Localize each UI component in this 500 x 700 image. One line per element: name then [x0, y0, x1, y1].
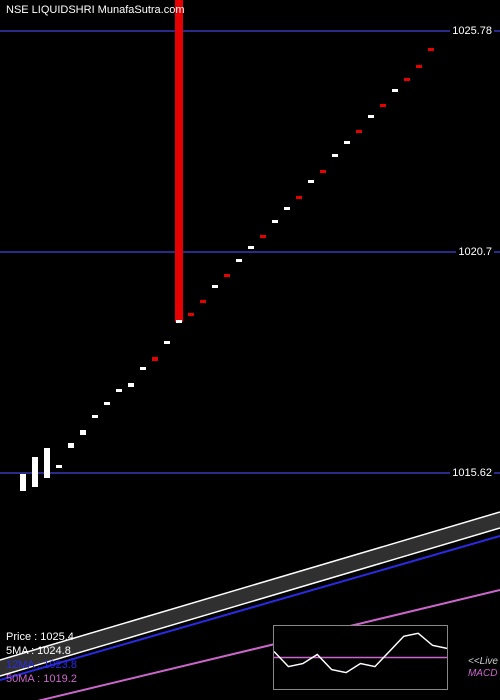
candle [284, 207, 290, 210]
candle [116, 389, 122, 392]
legend-12ma: 12MA : 1023.8 [6, 658, 77, 672]
candle [176, 320, 182, 323]
horizontal-level-label: 1015.62 [450, 467, 494, 479]
candle [332, 154, 338, 157]
chart-header: NSE LIQUIDSHRI MunafaSutra.com [6, 4, 185, 16]
horizontal-level-line [0, 30, 500, 32]
candle [200, 300, 206, 303]
candle [32, 457, 38, 487]
candle [428, 48, 434, 51]
candle [92, 415, 98, 418]
legend-5ma: 5MA : 1024.8 [6, 644, 77, 658]
candle [392, 89, 398, 92]
ma-legend: Price : 1025.4 5MA : 1024.8 12MA : 1023.… [6, 630, 77, 686]
candle [104, 402, 110, 405]
candle [44, 448, 50, 478]
macd-inset [273, 625, 448, 690]
candle [380, 104, 386, 107]
candle [56, 465, 62, 468]
macd-label: <<Live MACD [468, 656, 498, 680]
horizontal-level-line [0, 472, 500, 474]
candle [320, 170, 326, 173]
candle [68, 443, 74, 447]
candle [308, 180, 314, 183]
legend-price: Price : 1025.4 [6, 630, 77, 644]
legend-50ma: 50MA : 1019.2 [6, 672, 77, 686]
candle [404, 78, 410, 81]
candle [152, 357, 158, 361]
macd-label-macd: MACD [468, 668, 498, 680]
horizontal-level-line [0, 251, 500, 253]
candle [356, 130, 362, 133]
candle [296, 196, 302, 199]
candle [248, 246, 254, 249]
chart-container: NSE LIQUIDSHRI MunafaSutra.com 1025.78 10… [0, 0, 500, 700]
candle [80, 430, 86, 434]
candle [164, 341, 170, 344]
moving-average-chart: Price : 1025.4 5MA : 1024.8 12MA : 1023.… [0, 500, 500, 700]
candle [416, 65, 422, 68]
candle [236, 259, 242, 262]
horizontal-level-label: 1025.78 [450, 25, 494, 37]
macd-line [274, 633, 447, 672]
candle [20, 474, 26, 491]
candle [344, 141, 350, 144]
large-range-bar [175, 0, 183, 322]
candle [188, 313, 194, 316]
candle [260, 235, 266, 238]
main-candlestick-chart: NSE LIQUIDSHRI MunafaSutra.com 1025.78 10… [0, 0, 500, 500]
candle [368, 115, 374, 118]
macd-label-live: <<Live [468, 656, 498, 668]
candle [140, 367, 146, 370]
candle [224, 274, 230, 277]
candle [128, 383, 134, 387]
horizontal-level-label: 1020.7 [456, 246, 494, 258]
candle [212, 285, 218, 288]
candle [272, 220, 278, 223]
